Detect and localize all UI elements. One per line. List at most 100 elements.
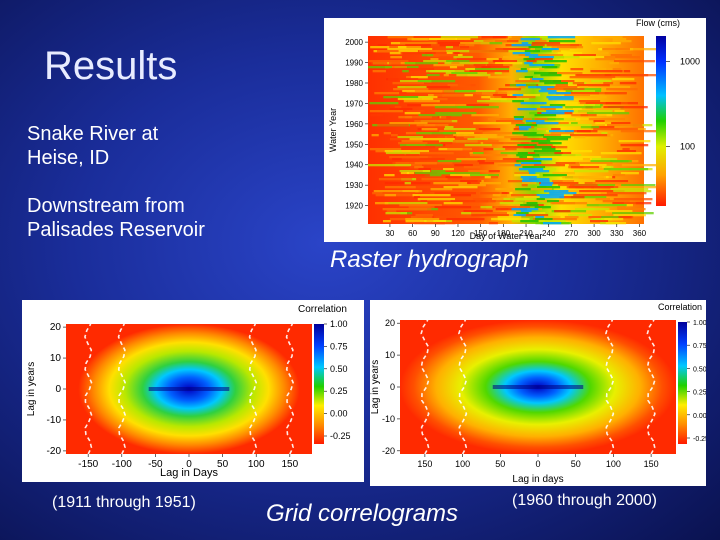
raster-cell (483, 142, 529, 145)
raster-cell (427, 156, 466, 159)
raster-cell (521, 180, 550, 183)
raster-cell (579, 190, 625, 193)
raster-cell (511, 36, 523, 39)
raster-cell (575, 162, 613, 165)
raster-cell (449, 194, 471, 197)
raster-cell (534, 146, 552, 149)
raster-cell (521, 98, 529, 101)
raster-hydrograph-panel: 2000 1990 1980 1970 1960 1950 1940 1930 1920 30 6… (324, 18, 706, 242)
raster-x-tick-label: 90 (431, 229, 440, 238)
raster-cell (501, 192, 510, 195)
raster-cell (502, 146, 542, 149)
raster-cell (605, 122, 631, 125)
raster-cell (404, 62, 438, 65)
raster-cell (446, 218, 485, 221)
raster-cell (539, 196, 565, 199)
raster-cell (534, 118, 550, 121)
raster-cell (540, 156, 557, 159)
site-text: Snake River at Heise, ID (27, 122, 158, 170)
raster-cell (525, 58, 553, 61)
raster-cell (384, 202, 428, 205)
raster-cell (556, 156, 602, 159)
raster-cell (504, 148, 517, 151)
raster-cell (430, 58, 439, 61)
raster-y-tick-label: 1960 (345, 120, 363, 129)
raster-cell (552, 180, 575, 183)
raster-cell (469, 154, 508, 157)
raster-cell (426, 74, 440, 77)
raster-cell (450, 200, 489, 203)
raster-cell (575, 208, 595, 211)
raster-cell (451, 62, 460, 65)
raster-cell (433, 94, 465, 97)
raster-cell (513, 214, 526, 217)
raster-cell (596, 114, 613, 117)
raster-cell (570, 44, 582, 47)
raster-cell (607, 134, 614, 137)
raster-cell (498, 88, 522, 91)
raster-cell (420, 200, 428, 203)
raster-cell (418, 114, 462, 117)
raster-y-tick-label: 1920 (345, 202, 363, 211)
raster-cell (541, 112, 565, 115)
raster-cell (455, 104, 489, 107)
raster-cell (621, 184, 656, 187)
raster-cell (607, 124, 643, 127)
raster-cell (443, 186, 478, 189)
raster-cell (481, 66, 510, 69)
raster-cell (536, 86, 578, 89)
raster-cell (452, 140, 499, 143)
raster-cell (609, 62, 620, 65)
raster-cell (595, 58, 616, 61)
raster-cell (415, 214, 433, 217)
raster-cell (402, 70, 409, 73)
raster-cell (370, 114, 384, 117)
raster-cell (478, 128, 501, 131)
raster-cell (413, 196, 420, 199)
raster-cell (571, 114, 589, 117)
raster-cell (534, 164, 566, 167)
raster-cell (571, 122, 578, 125)
right-zero-lag-band (492, 385, 584, 389)
raster-cell (571, 196, 607, 199)
raster-cell (591, 96, 607, 99)
raster-cell (435, 112, 477, 115)
raster-cell (500, 152, 528, 155)
raster-cell (595, 180, 629, 183)
raster-cell (487, 50, 534, 53)
raster-cell (404, 112, 421, 115)
raster-cell (429, 38, 471, 41)
raster-cell (421, 128, 438, 131)
raster-cell (552, 172, 575, 175)
raster-cell (433, 182, 468, 185)
raster-cell (523, 134, 544, 137)
raster-cell (572, 108, 582, 111)
raster-cell (543, 190, 569, 193)
raster-cell (514, 172, 530, 175)
raster-cell (429, 192, 438, 195)
raster-cell (404, 182, 411, 185)
raster-cell (620, 172, 639, 175)
raster-cell (488, 222, 498, 225)
raster-cell (469, 70, 510, 73)
raster-cell (546, 44, 580, 47)
raster-cell (497, 216, 522, 219)
correlogram-left-colorbar (314, 324, 324, 444)
raster-cell (515, 124, 538, 127)
raster-cell (456, 74, 491, 77)
raster-cell (580, 114, 607, 117)
raster-cell (579, 86, 589, 89)
raster-cell (591, 80, 612, 83)
raster-cell (443, 132, 452, 135)
left-colorbar-tick-label: 0.25 (330, 386, 348, 396)
raster-cell (405, 218, 440, 221)
raster-cell (399, 80, 432, 83)
right-contour-line (605, 319, 615, 455)
raster-cell (406, 110, 425, 113)
raster-cell (392, 82, 425, 85)
raster-cell (388, 78, 419, 81)
raster-cell (463, 166, 481, 169)
raster-cell (382, 220, 391, 223)
raster-cell (405, 220, 447, 223)
raster-cell (605, 166, 614, 169)
